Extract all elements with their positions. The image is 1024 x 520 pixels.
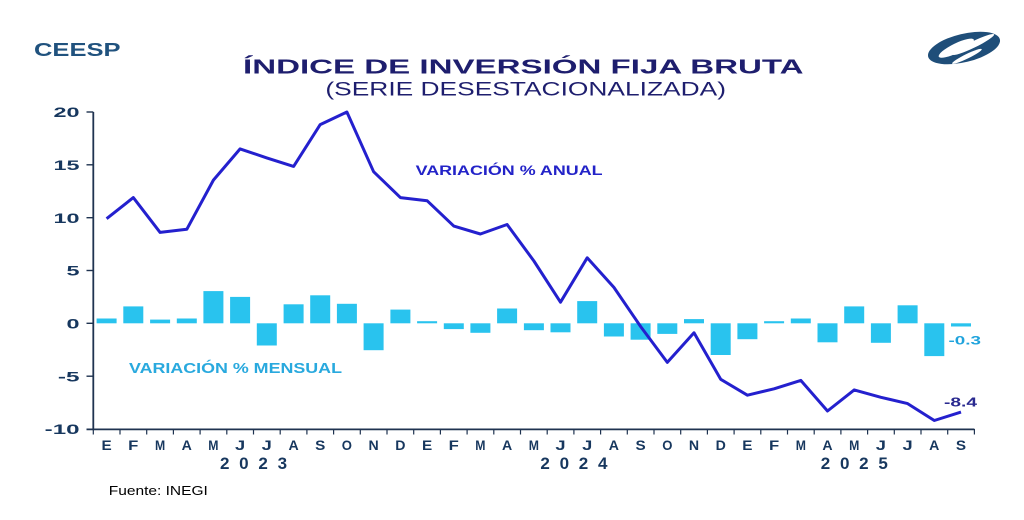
svg-text:F: F <box>769 438 779 453</box>
svg-text:0: 0 <box>239 454 248 473</box>
svg-text:A: A <box>929 438 939 453</box>
svg-text:10: 10 <box>54 210 80 226</box>
svg-text:S: S <box>636 438 646 453</box>
svg-text:J: J <box>262 438 272 453</box>
svg-text:VARIACIÓN % MENSUAL: VARIACIÓN % MENSUAL <box>129 359 342 377</box>
svg-text:S: S <box>315 438 325 453</box>
svg-text:3: 3 <box>278 454 287 473</box>
svg-text:D: D <box>716 438 726 453</box>
svg-text:2: 2 <box>220 454 229 473</box>
svg-text:0: 0 <box>67 316 80 332</box>
svg-text:0: 0 <box>840 454 849 473</box>
svg-text:J: J <box>903 438 913 453</box>
svg-text:N: N <box>369 438 379 453</box>
svg-text:M: M <box>208 438 218 453</box>
svg-text:2: 2 <box>821 454 830 473</box>
svg-text:4: 4 <box>598 454 608 473</box>
svg-text:A: A <box>822 438 832 453</box>
svg-text:-0.3: -0.3 <box>949 335 982 347</box>
svg-text:Fuente: INEGI: Fuente: INEGI <box>109 484 208 498</box>
svg-text:M: M <box>475 438 485 453</box>
svg-text:E: E <box>102 438 112 453</box>
svg-text:ÍNDICE DE INVERSIÓN FIJA BRUTA: ÍNDICE DE INVERSIÓN FIJA BRUTA <box>243 55 804 79</box>
svg-text:M: M <box>849 438 859 453</box>
svg-text:15: 15 <box>54 157 80 173</box>
svg-text:0: 0 <box>560 454 569 473</box>
svg-text:D: D <box>395 438 405 453</box>
svg-text:2: 2 <box>579 454 588 473</box>
svg-text:J: J <box>235 438 245 453</box>
svg-text:A: A <box>502 438 512 453</box>
svg-text:A: A <box>182 438 192 453</box>
svg-text:-8.4: -8.4 <box>944 396 977 410</box>
svg-text:-5: -5 <box>58 368 80 384</box>
svg-text:2: 2 <box>258 454 267 473</box>
svg-text:CEESP: CEESP <box>34 39 121 60</box>
svg-text:M: M <box>529 438 539 453</box>
svg-text:O: O <box>342 438 352 453</box>
svg-text:5: 5 <box>67 263 80 279</box>
svg-text:20: 20 <box>54 104 80 120</box>
svg-text:(SERIE DESESTACIONALIZADA): (SERIE DESESTACIONALIZADA) <box>325 79 726 100</box>
svg-text:F: F <box>449 438 459 453</box>
svg-text:M: M <box>796 438 806 453</box>
svg-text:2: 2 <box>859 454 868 473</box>
svg-text:F: F <box>128 438 138 453</box>
svg-text:O: O <box>662 438 672 453</box>
svg-text:2: 2 <box>540 454 549 473</box>
svg-text:A: A <box>289 438 299 453</box>
svg-text:M: M <box>155 438 165 453</box>
svg-text:J: J <box>876 438 886 453</box>
svg-text:J: J <box>582 438 592 453</box>
svg-text:J: J <box>555 438 565 453</box>
svg-text:E: E <box>742 438 752 453</box>
svg-text:A: A <box>609 438 619 453</box>
svg-text:S: S <box>956 438 966 453</box>
svg-text:E: E <box>422 438 432 453</box>
svg-text:VARIACIÓN % ANUAL: VARIACIÓN % ANUAL <box>416 161 603 179</box>
svg-text:-10: -10 <box>45 421 80 437</box>
svg-text:N: N <box>689 438 699 453</box>
svg-text:5: 5 <box>878 454 887 473</box>
